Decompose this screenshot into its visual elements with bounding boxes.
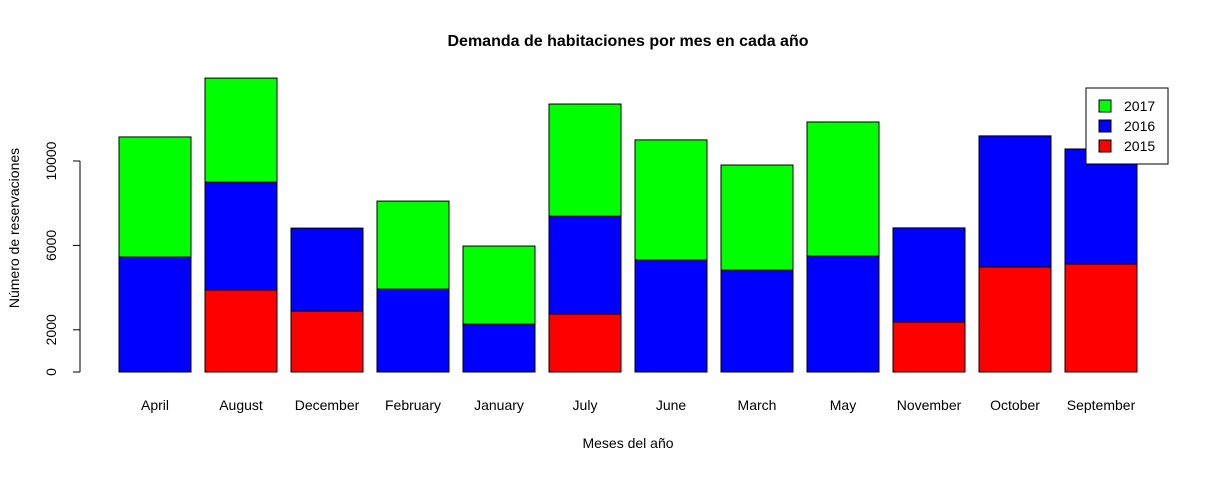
chart-title: Demanda de habitaciones por mes en cada … [448, 33, 809, 50]
x-tick-label: September [1067, 397, 1136, 413]
y-tick-label: 2000 [43, 314, 59, 345]
legend-label: 2017 [1124, 98, 1155, 114]
bar-segment [118, 256, 192, 373]
bar-segment [204, 77, 278, 183]
y-tick-label: 10000 [43, 141, 59, 180]
bar-segment [1064, 148, 1138, 265]
bar-segment [978, 135, 1052, 268]
bar-segment [204, 181, 278, 291]
bar-segment [634, 259, 708, 373]
x-tick-label: October [990, 397, 1040, 413]
x-tick-label: March [738, 397, 777, 413]
x-tick-label: August [219, 397, 263, 413]
bar-segment [892, 227, 966, 323]
x-tick-label: December [295, 397, 360, 413]
bar-segment [118, 136, 192, 258]
x-tick-label: July [573, 397, 598, 413]
legend-label: 2015 [1124, 138, 1155, 154]
bar-segment [548, 313, 622, 373]
x-tick-label: May [830, 397, 856, 413]
x-tick-label: January [474, 397, 524, 413]
bar-segment [376, 200, 450, 290]
bar-segment [720, 269, 794, 373]
legend-swatch [1098, 119, 1112, 133]
bar-segment [1064, 263, 1138, 373]
y-tick-label: 0 [43, 368, 59, 376]
x-tick-label: February [385, 397, 441, 413]
bar-segment [204, 289, 278, 373]
bar-segment [290, 310, 364, 373]
bar-segment [548, 215, 622, 315]
bar-segment [806, 121, 880, 257]
x-tick-label: April [141, 397, 169, 413]
legend-label: 2016 [1124, 118, 1155, 134]
bar-segment [290, 227, 364, 312]
y-tick-label: 6000 [43, 230, 59, 261]
y-axis-label: Número de reservaciones [6, 148, 22, 308]
bar-segment [376, 288, 450, 373]
bar-segment [978, 266, 1052, 373]
x-axis-label: Meses del año [582, 435, 673, 451]
legend-swatch [1098, 139, 1112, 153]
bar-segment [462, 323, 536, 373]
bar-segment [634, 139, 708, 261]
legend-swatch [1098, 99, 1112, 113]
x-tick-label: June [656, 397, 687, 413]
bar-segment [462, 245, 536, 325]
bar-segment [892, 321, 966, 373]
x-tick-label: November [897, 397, 962, 413]
bar-segment [720, 164, 794, 271]
bar-segment [806, 255, 880, 373]
bar-segment [548, 103, 622, 217]
